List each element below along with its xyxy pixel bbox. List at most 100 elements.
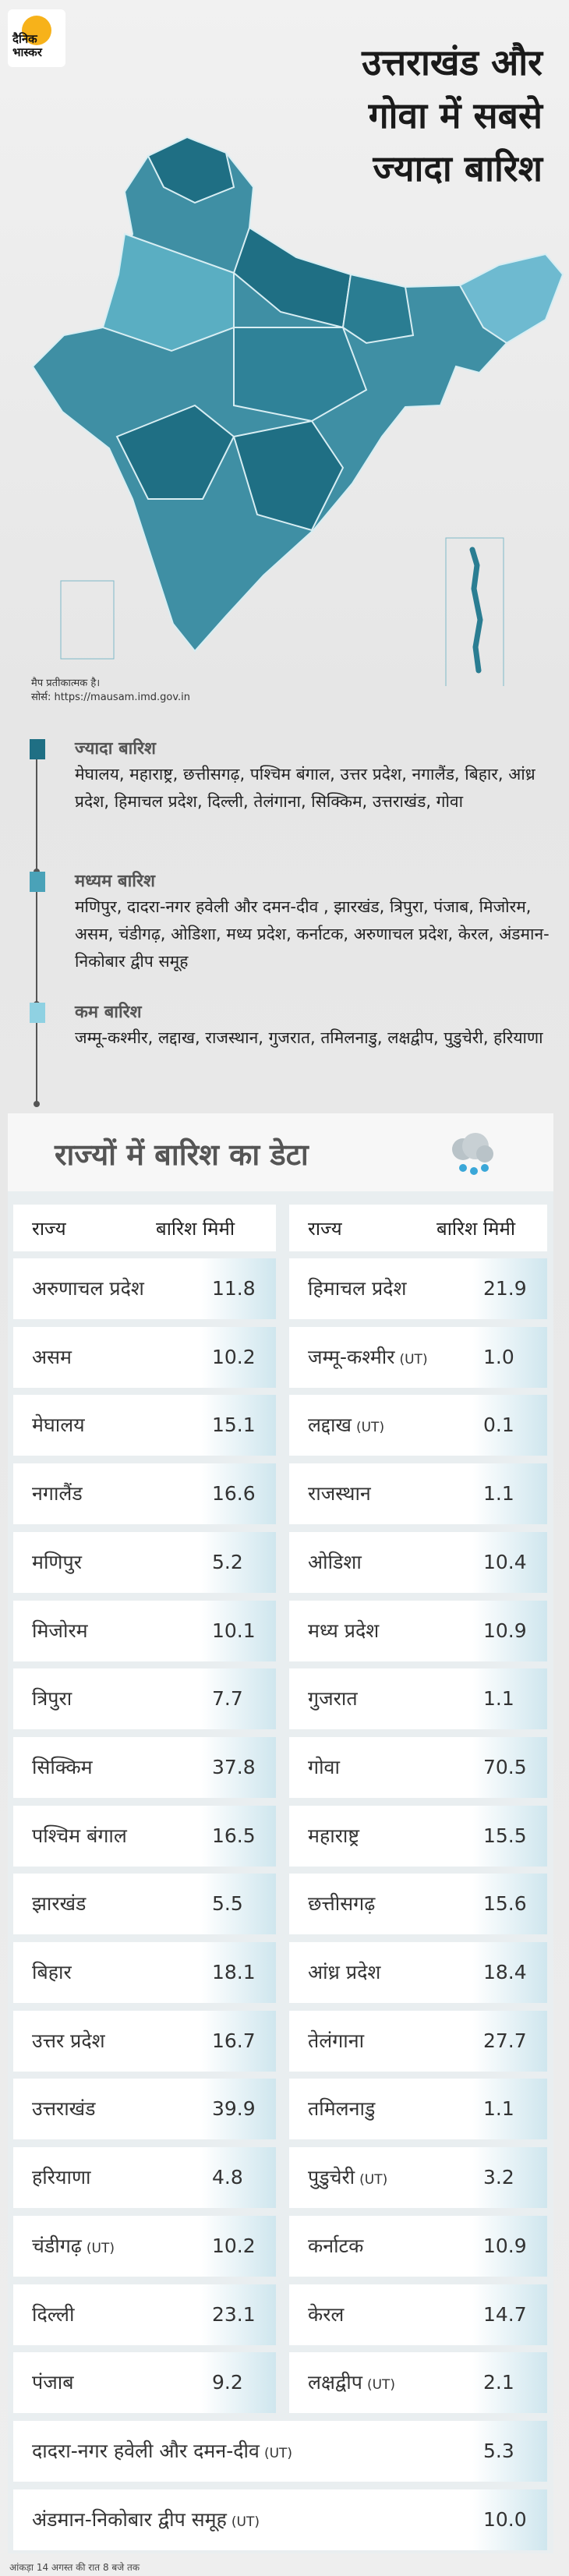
value-box: 70.5 [472, 1736, 547, 1798]
state-name: आंध्र प्रदेश [308, 1942, 380, 2003]
state-name: राजस्थान [308, 1463, 371, 1524]
table-cell: त्रिपुरा 7.7 [13, 1668, 276, 1730]
rain-value: 23.1 [212, 2302, 256, 2326]
logo-line: दैनिक [12, 32, 37, 46]
table-cell: लक्षद्वीप (UT) 2.1 [289, 2352, 547, 2414]
value-box: 21.9 [472, 1258, 547, 1319]
legend-label: मध्यम बारिश [75, 872, 155, 891]
rain-value: 5.2 [212, 1550, 243, 1573]
value-box: 11.8 [201, 1258, 276, 1319]
rain-value: 70.5 [483, 1755, 527, 1778]
state-name: केरल [308, 2284, 344, 2345]
legend-label: कम बारिश [75, 1003, 142, 1022]
state-name: कर्नाटक [308, 2216, 363, 2277]
value-box: 18.4 [472, 1942, 547, 2003]
table-cell: तेलंगाना 27.7 [289, 2010, 547, 2072]
rain-value: 10.2 [212, 2234, 256, 2257]
region [233, 327, 368, 423]
region [101, 232, 235, 352]
header-label: राज्य [32, 1218, 66, 1240]
legend-line [36, 1018, 37, 1104]
rain-value: 21.9 [483, 1277, 527, 1300]
table-cell: अरुणाचल प्रदेश 11.8 [13, 1258, 276, 1319]
value-box: 1.0 [472, 1326, 547, 1388]
table-cell: केरल 14.7 [289, 2284, 547, 2345]
legend-states: मणिपुर, दादरा-नगर हवेली और दमन-दीव , झार… [75, 897, 550, 971]
rain-value: 10.2 [212, 1345, 256, 1368]
state-name: पश्चिम बंगाल [32, 1806, 127, 1867]
value-box: 15.1 [201, 1395, 276, 1456]
state-name: गुजरात [308, 1668, 358, 1729]
state: त्रिपुरा [32, 1687, 72, 1711]
ut-tag: (UT) [231, 2514, 260, 2530]
state-name: दिल्ली [32, 2284, 74, 2345]
table-cell: पुडुचेरी (UT) 3.2 [289, 2147, 547, 2210]
header-label: बारिश मिमी [436, 1218, 516, 1240]
state-name: सिक्किम [32, 1737, 93, 1798]
state: केरल [308, 2302, 345, 2326]
ut-tag: (UT) [366, 2377, 396, 2394]
value-box: 1.1 [472, 1463, 547, 1525]
state-name: दादरा-नगर हवेली और दमन-दीव (UT) [32, 2421, 292, 2484]
rain-value: 39.9 [212, 2097, 256, 2121]
table-cell: असम 10.2 [13, 1326, 276, 1388]
state: गोवा [308, 1755, 340, 1778]
value-box: 10.9 [472, 1600, 547, 1661]
rain-value: 10.9 [483, 2234, 527, 2257]
state: सिक्किम [32, 1755, 93, 1778]
state: नगालैंड [32, 1482, 83, 1506]
table-cell: दिल्ली 23.1 [13, 2284, 276, 2345]
legend-dot [34, 1101, 40, 1107]
table-cell: महाराष्ट्र 15.5 [289, 1805, 547, 1867]
state-name: हिमाचल प्रदेश [308, 1258, 406, 1319]
table-cell: गोवा 70.5 [289, 1736, 547, 1798]
state-name: बिहार [32, 1942, 72, 2003]
state-name: त्रिपुरा [32, 1668, 72, 1729]
rain-value: 10.9 [483, 1619, 527, 1642]
table-cell: हरियाणा 4.8 [13, 2147, 276, 2209]
rain-value: 14.7 [483, 2302, 527, 2326]
state: आंध्र प्रदेश [308, 1961, 381, 1983]
legend-line [36, 755, 37, 872]
state-name: मध्य प्रदेश [308, 1601, 379, 1661]
value-box: 3.2 [472, 2147, 547, 2209]
state: हरियाणा [32, 2166, 91, 2189]
ut-tag: (UT) [263, 2445, 293, 2461]
table-cell: मेघालय 15.1 [13, 1395, 276, 1456]
rain-value: 37.8 [212, 1755, 256, 1778]
value-box: 16.6 [201, 1463, 276, 1525]
table-cell: छत्तीसगढ़ 15.6 [289, 1874, 547, 1935]
table-cell: दादरा-नगर हवेली और दमन-दीव (UT) 5.3 [13, 2420, 547, 2484]
table-cell: ओडिशा 10.4 [289, 1531, 547, 1593]
table-cell: मध्य प्रदेश 10.9 [289, 1600, 547, 1661]
state: अंडमान-निकोबार द्वीप समूह [32, 2507, 227, 2531]
title-line: गोवा में सबसे [368, 94, 542, 136]
table-cell: बिहार 18.1 [13, 1942, 276, 2003]
footnote: आंकड़ा 14 अगस्त की रात 8 बजे तक [9, 2562, 140, 2573]
state-name: महाराष्ट्र [308, 1806, 359, 1867]
value-box: 16.5 [201, 1805, 276, 1867]
rain-value: 27.7 [483, 2029, 527, 2052]
state: अरुणाचल प्रदेश [32, 1277, 144, 1300]
disclaimer: मैप प्रतीकात्मक है। [31, 678, 101, 689]
state-name: नगालैंड [32, 1463, 83, 1524]
value-box: 10.2 [201, 1326, 276, 1388]
ut-tag: (UT) [355, 1420, 385, 1436]
value-box: 9.2 [201, 2352, 276, 2414]
header-cell [13, 1205, 276, 1251]
islands [469, 547, 483, 674]
state-name: जम्मू-कश्मीर (UT) [308, 1327, 428, 1390]
state: तेलंगाना [308, 2029, 365, 2052]
island-box [60, 580, 115, 660]
rain-value: 10.0 [483, 2507, 527, 2531]
state: लद्दाख [308, 1414, 352, 1437]
value-box: 10.1 [201, 1600, 276, 1661]
value-box: 18.1 [201, 1942, 276, 2003]
state-name: पुडुचेरी (UT) [308, 2147, 387, 2210]
rain-value: 16.6 [212, 1482, 256, 1506]
legend-states: जम्मू-कश्मीर, लद्दाख, राजस्थान, गुजरात, … [75, 1028, 543, 1047]
rain-value: 5.5 [212, 1892, 243, 1916]
rain-value: 2.1 [483, 2371, 514, 2394]
logo-line: भास्कर [12, 45, 42, 59]
table-cell: अंडमान-निकोबार द्वीप समूह (UT) 10.0 [13, 2489, 547, 2550]
